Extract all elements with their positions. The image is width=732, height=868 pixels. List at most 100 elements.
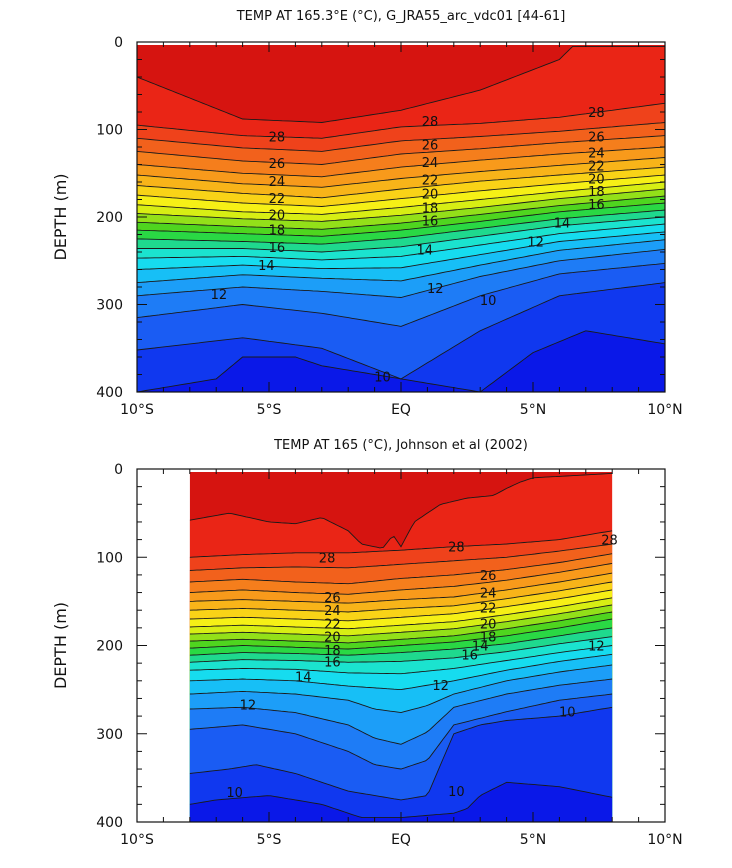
isotherm-20 (189, 604, 613, 637)
contour-label: 24 (269, 175, 286, 190)
chart-title: TEMP AT 165.3°E (°C), G_JRA55_arc_vdc01 … (236, 9, 566, 24)
contour-label: 18 (588, 185, 605, 200)
contour-label: 12 (432, 679, 449, 694)
isotherm-22 (189, 589, 613, 622)
isotherm-26 (137, 135, 665, 165)
isotherm-12 (137, 248, 665, 298)
isotherm-28 (137, 102, 665, 139)
contour-label: 20 (422, 187, 439, 202)
contour-label: 10 (559, 706, 576, 721)
isotherm-27 (189, 543, 613, 571)
x-tick-label: 5°N (520, 832, 546, 848)
top-panel: 2828282626262424242222222020201818181616… (51, 9, 683, 418)
isotherm-23 (189, 581, 613, 613)
contour-label: 20 (269, 208, 286, 223)
isotherm-11 (189, 693, 613, 770)
x-tick-label: 10°S (120, 402, 154, 418)
band-below-9 (137, 330, 665, 392)
y-tick-label: 0 (114, 35, 123, 51)
isotherm-15 (189, 645, 613, 675)
isotherm-18 (137, 202, 665, 237)
contour-lines (137, 45, 665, 392)
x-tick-label: 10°N (647, 402, 682, 418)
y-axis-label: DEPTH (m) (51, 173, 70, 260)
contour-label: 14 (472, 640, 489, 655)
x-tick-label: EQ (391, 832, 411, 848)
contour-label: 18 (422, 201, 439, 216)
isotherm-10 (189, 706, 613, 801)
contour-label: 24 (588, 146, 605, 161)
contour-label: 20 (480, 617, 497, 632)
isotherm-12 (189, 678, 613, 745)
contour-label: 16 (422, 215, 439, 230)
y-tick-label: 300 (96, 298, 123, 314)
x-tick-label: 5°S (257, 402, 282, 418)
chart-title: TEMP AT 165 (°C), Johnson et al (2002) (273, 438, 528, 453)
isotherm-17 (189, 627, 613, 656)
contour-label: 14 (258, 259, 275, 274)
contour-label: 26 (588, 131, 605, 146)
contour-label: 14 (416, 243, 433, 258)
isotherm-13 (137, 239, 665, 284)
contour-label: 12 (427, 282, 444, 297)
contour-label: 12 (211, 288, 228, 303)
y-tick-label: 200 (96, 639, 123, 655)
contour-label: 10 (448, 785, 465, 800)
isotherm-27 (137, 122, 665, 152)
contour-label: 10 (226, 786, 243, 801)
contour-label: 22 (422, 173, 439, 188)
isotherm-23 (137, 166, 665, 199)
isotherm-20 (137, 188, 665, 222)
contour-label: 10 (374, 370, 391, 385)
contour-label: 16 (461, 648, 478, 663)
y-tick-label: 200 (96, 210, 123, 226)
contour-label: 10 (480, 294, 497, 309)
y-tick-label: 100 (96, 550, 123, 566)
contour-label: 16 (269, 241, 286, 256)
isotherm-21 (189, 597, 613, 630)
isotherm-25 (137, 146, 665, 178)
band-below-9 (189, 782, 613, 822)
contour-label: 18 (324, 644, 341, 659)
contour-label: 28 (319, 551, 336, 566)
contour-label: 26 (324, 591, 341, 606)
isotherm-19 (137, 195, 665, 230)
contour-label: 22 (324, 617, 341, 632)
x-tick-label: 5°S (257, 832, 282, 848)
contour-fills (189, 472, 613, 822)
contour-label: 12 (240, 699, 257, 714)
contour-label: 14 (295, 670, 312, 685)
contour-label: 22 (588, 159, 605, 174)
contour-label: 18 (269, 223, 286, 238)
isotherm-24 (189, 572, 613, 604)
contour-label: 24 (480, 587, 497, 602)
contour-label: 18 (480, 631, 497, 646)
y-axis-label: DEPTH (m) (51, 602, 70, 689)
contour-label: 28 (588, 106, 605, 121)
isotherm-28 (189, 530, 613, 558)
isotherm-19 (189, 611, 613, 644)
isotherm-29 (189, 472, 613, 549)
contour-label: 28 (422, 115, 439, 130)
contour-lines (189, 472, 613, 819)
isotherm-15 (137, 223, 665, 261)
contour-label: 12 (527, 236, 544, 251)
isotherm-29 (137, 45, 665, 123)
x-tick-label: 10°N (647, 832, 682, 848)
contour-label: 12 (588, 640, 605, 655)
isotherm-25 (189, 562, 613, 595)
isotherm-16 (137, 216, 665, 253)
isotherm-14 (137, 231, 665, 270)
x-tick-label: 10°S (120, 832, 154, 848)
y-tick-label: 400 (96, 385, 123, 401)
isotherm-24 (137, 157, 665, 188)
contour-label: 26 (422, 138, 439, 153)
y-tick-label: 100 (96, 123, 123, 139)
y-tick-label: 0 (114, 462, 123, 478)
contour-fills (137, 45, 665, 392)
isotherm-13 (189, 664, 613, 714)
contour-label: 28 (601, 534, 618, 549)
isotherm-22 (137, 174, 665, 207)
